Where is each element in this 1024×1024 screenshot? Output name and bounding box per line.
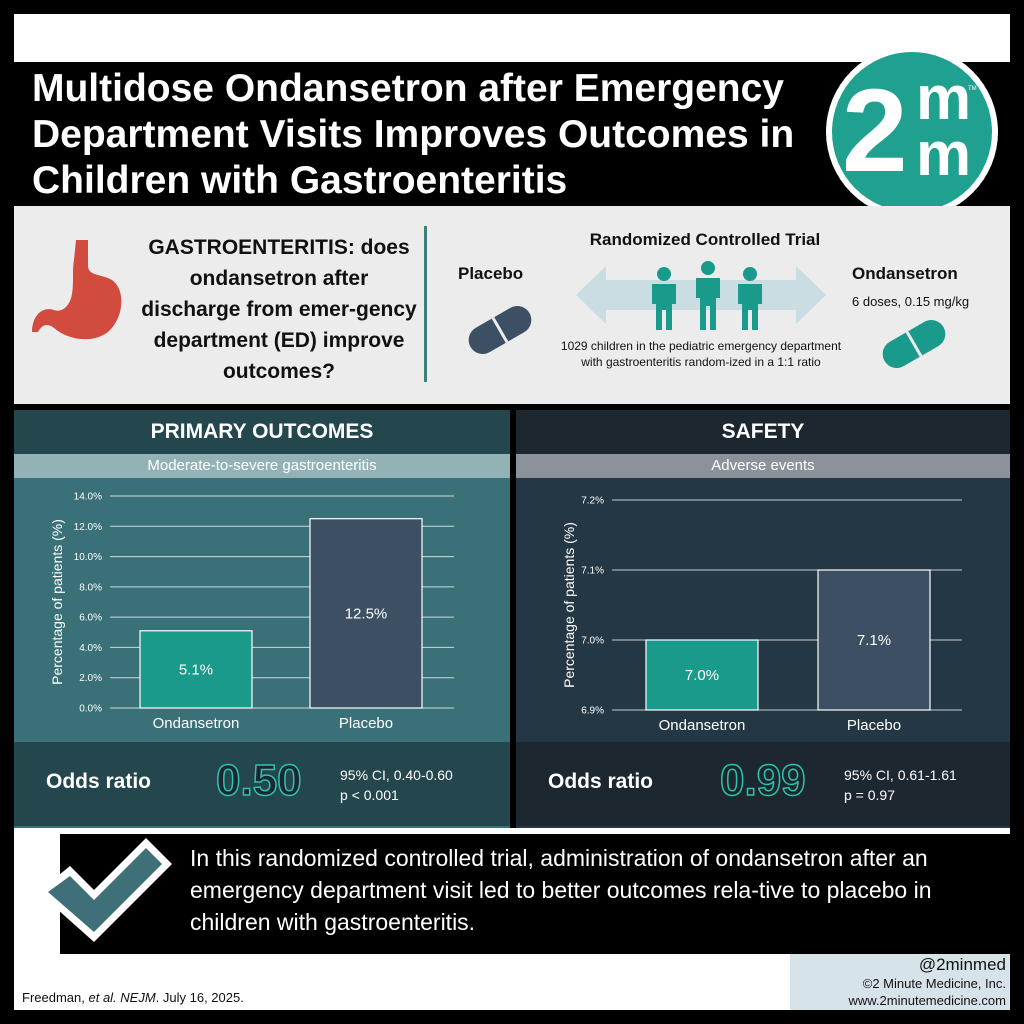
bar [645,639,759,711]
placebo-label: Placebo [458,264,524,283]
bar [309,518,423,709]
conclusion-bar [60,834,1010,954]
y-tick-label: 7.0% [581,636,604,647]
primary-outcomes-chart: 0.0% 2.0% 4.0% 6.0% 8.0% 10.0% 12.0% 14.0% Perce… [49,492,454,732]
safety-subheading: Adverse events [516,454,1010,478]
ondansetron-pill-icon [882,320,946,368]
intro-panel [14,206,1010,404]
bar [817,569,931,711]
y-axis-label: Percentage of patients (%) [49,519,65,685]
primary-odds-bar [14,742,510,826]
stomach-icon [32,240,122,340]
logo-letter-bottom: m [916,120,972,189]
x-category-label: Ondansetron [153,715,240,732]
social-handle: @2minmed [918,955,1006,974]
safety-odds-value: 0.99 [719,755,806,806]
checkmark-icon [38,838,172,942]
logo-trademark: TM [968,86,977,92]
safety-ci: 95% CI, 0.61-1.61 [844,767,957,783]
ondansetron-dose: 6 doses, 0.15 mg/kg [852,294,970,309]
y-tick-label: 6.0% [79,613,102,624]
research-question: GASTROENTERITIS: does ondansetron after … [141,236,417,383]
x-category-label: Placebo [339,715,393,732]
page-title: Multidose Ondansetron after Emergency De… [32,67,795,202]
y-tick-label: 4.0% [79,643,102,654]
safety-odds-label: Odds ratio [548,770,654,793]
safety-odds-bar [516,742,1010,826]
ondansetron-label: Ondansetron [852,264,958,283]
data-label: 7.0% [685,667,719,684]
primary-outcomes-heading: PRIMARY OUTCOMES [14,410,510,454]
double-arrow-icon [576,261,826,330]
y-axis-label: Percentage of patients (%) [561,522,577,688]
copyright: ©2 Minute Medicine, Inc. [862,976,1006,991]
data-label: 5.1% [179,661,213,678]
bar [139,630,253,709]
rct-description: 1029 children in the pediatric emergency… [560,339,842,369]
title-top-strip [14,14,1010,62]
intro-divider [424,226,427,382]
y-tick-label: 6.9% [581,706,604,717]
rct-title: Randomized Controlled Trial [589,230,821,249]
safety-heading: SAFETY [516,410,1010,454]
primary-outcomes-subheading: Moderate-to-severe gastroenteritis [14,454,510,478]
primary-ci: 95% CI, 0.40-0.60 [340,767,453,783]
x-category-label: Ondansetron [659,717,746,734]
y-tick-label: 12.0% [74,522,102,533]
y-tick-label: 7.2% [581,496,604,507]
logo-digit: 2 [842,65,908,197]
title-bar [14,62,860,206]
primary-odds-label: Odds ratio [46,770,152,793]
primary-p-value: p < 0.001 [340,787,399,803]
y-tick-label: 8.0% [79,582,102,593]
conclusion-text: In this randomized controlled trial, adm… [190,845,932,935]
brand-logo-circle [832,52,992,212]
y-tick-label: 0.0% [79,704,102,715]
data-label: 7.1% [857,632,891,649]
data-label: 12.5% [345,605,388,622]
safety-p-value: p = 0.97 [844,787,895,803]
citation-date: . July 16, 2025. [155,990,244,1005]
people-icon [652,261,762,330]
logo-letter-top: m [916,64,972,133]
safety-chart: 6.9% 7.0% 7.1% 7.2% Percentage of patients (… [561,496,962,734]
y-tick-label: 7.1% [581,566,604,577]
placebo-pill-icon [468,306,532,354]
y-tick-label: 2.0% [79,673,102,684]
primary-odds-value: 0.50 [215,755,302,806]
citation: Freedman, et al. NEJM. July 16, 2025. [22,990,244,1005]
y-tick-label: 14.0% [74,492,102,503]
x-category-label: Placebo [847,717,901,734]
citation-journal: et al. NEJM [88,990,156,1005]
y-tick-label: 10.0% [74,552,102,563]
website: www.2minutemedicine.com [848,993,1006,1008]
citation-author: Freedman, [22,990,89,1005]
credits-box [790,954,1010,1010]
